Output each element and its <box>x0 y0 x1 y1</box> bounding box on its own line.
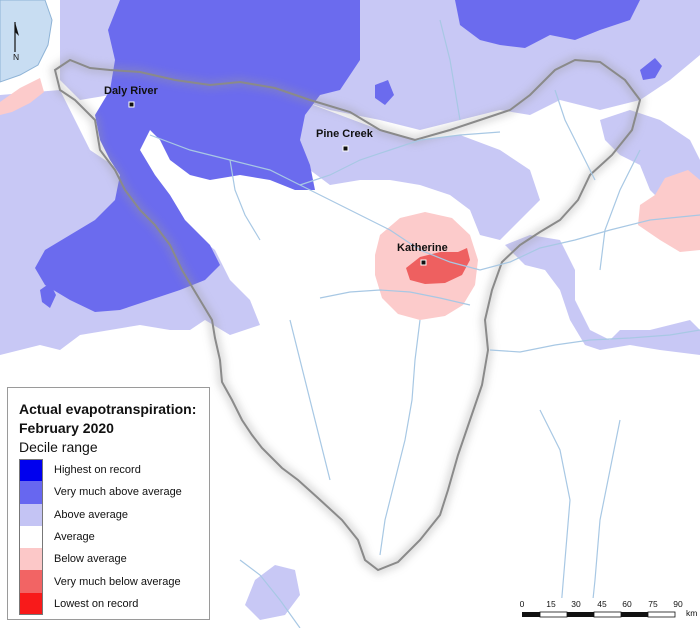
scale-bar-segments <box>522 611 676 618</box>
sea-area <box>0 0 53 83</box>
scale-tick-label: 15 <box>546 599 556 609</box>
legend-item-above: Above average <box>19 503 209 526</box>
catchment-boundary <box>53 58 642 572</box>
legend-swatch <box>19 592 43 616</box>
legend-item-label: Above average <box>54 508 128 521</box>
legend-item-label: Highest on record <box>54 464 141 477</box>
scale-tick-label: 75 <box>648 599 658 609</box>
town-label: Daly River <box>104 85 159 97</box>
legend-item-label: Average <box>54 531 95 544</box>
town-marker <box>420 259 427 266</box>
scale-unit: km <box>686 608 697 618</box>
legend-title-line2: February 2020 <box>19 420 114 436</box>
legend-item-very-much-below: Very much below average <box>19 570 209 593</box>
legend-title-line1: Actual evapotranspiration: <box>19 401 197 417</box>
legend-swatch <box>19 459 43 482</box>
scale-tick-label: 0 <box>520 599 525 609</box>
town-katherine: Katherine <box>397 242 448 266</box>
town-marker <box>342 145 349 152</box>
very-much-below-average-area <box>406 248 470 284</box>
legend-item-below: Below average <box>19 548 209 571</box>
scale-bar: 0 15 30 45 60 75 90 km <box>514 598 700 628</box>
legend-swatch <box>19 570 43 593</box>
legend-item-highest: Highest on record <box>19 459 209 482</box>
scale-tick-label: 60 <box>622 599 632 609</box>
legend-item-lowest: Lowest on record <box>19 592 209 616</box>
legend-swatch <box>19 481 43 504</box>
legend-swatch <box>19 525 43 549</box>
legend-item-label: Below average <box>54 553 127 566</box>
town-label: Pine Creek <box>316 128 374 140</box>
legend-item-label: Very much below average <box>54 575 181 588</box>
town-marker <box>128 101 135 108</box>
legend-item-very-much-above: Very much above average <box>19 481 209 504</box>
legend-item-label: Very much above average <box>54 486 182 499</box>
town-label: Katherine <box>397 242 448 254</box>
legend-item-label: Lowest on record <box>54 597 139 610</box>
legend-item-average: Average <box>19 525 209 549</box>
scale-tick-label: 30 <box>571 599 581 609</box>
north-arrow-label: N <box>13 52 19 62</box>
legend-swatch <box>19 548 43 571</box>
legend-swatch <box>19 503 43 526</box>
scale-tick-label: 90 <box>673 599 683 609</box>
legend-subtitle: Decile range <box>19 439 98 455</box>
very-much-above-average-areas <box>35 0 662 312</box>
legend-items: Highest on record Very much above averag… <box>19 459 209 616</box>
legend: Actual evapotranspiration: February 2020… <box>7 387 210 620</box>
scale-tick-label: 45 <box>597 599 607 609</box>
town-pine-creek: Pine Creek <box>316 128 374 152</box>
north-arrow <box>14 22 19 52</box>
town-daly-river: Daly River <box>104 85 159 108</box>
